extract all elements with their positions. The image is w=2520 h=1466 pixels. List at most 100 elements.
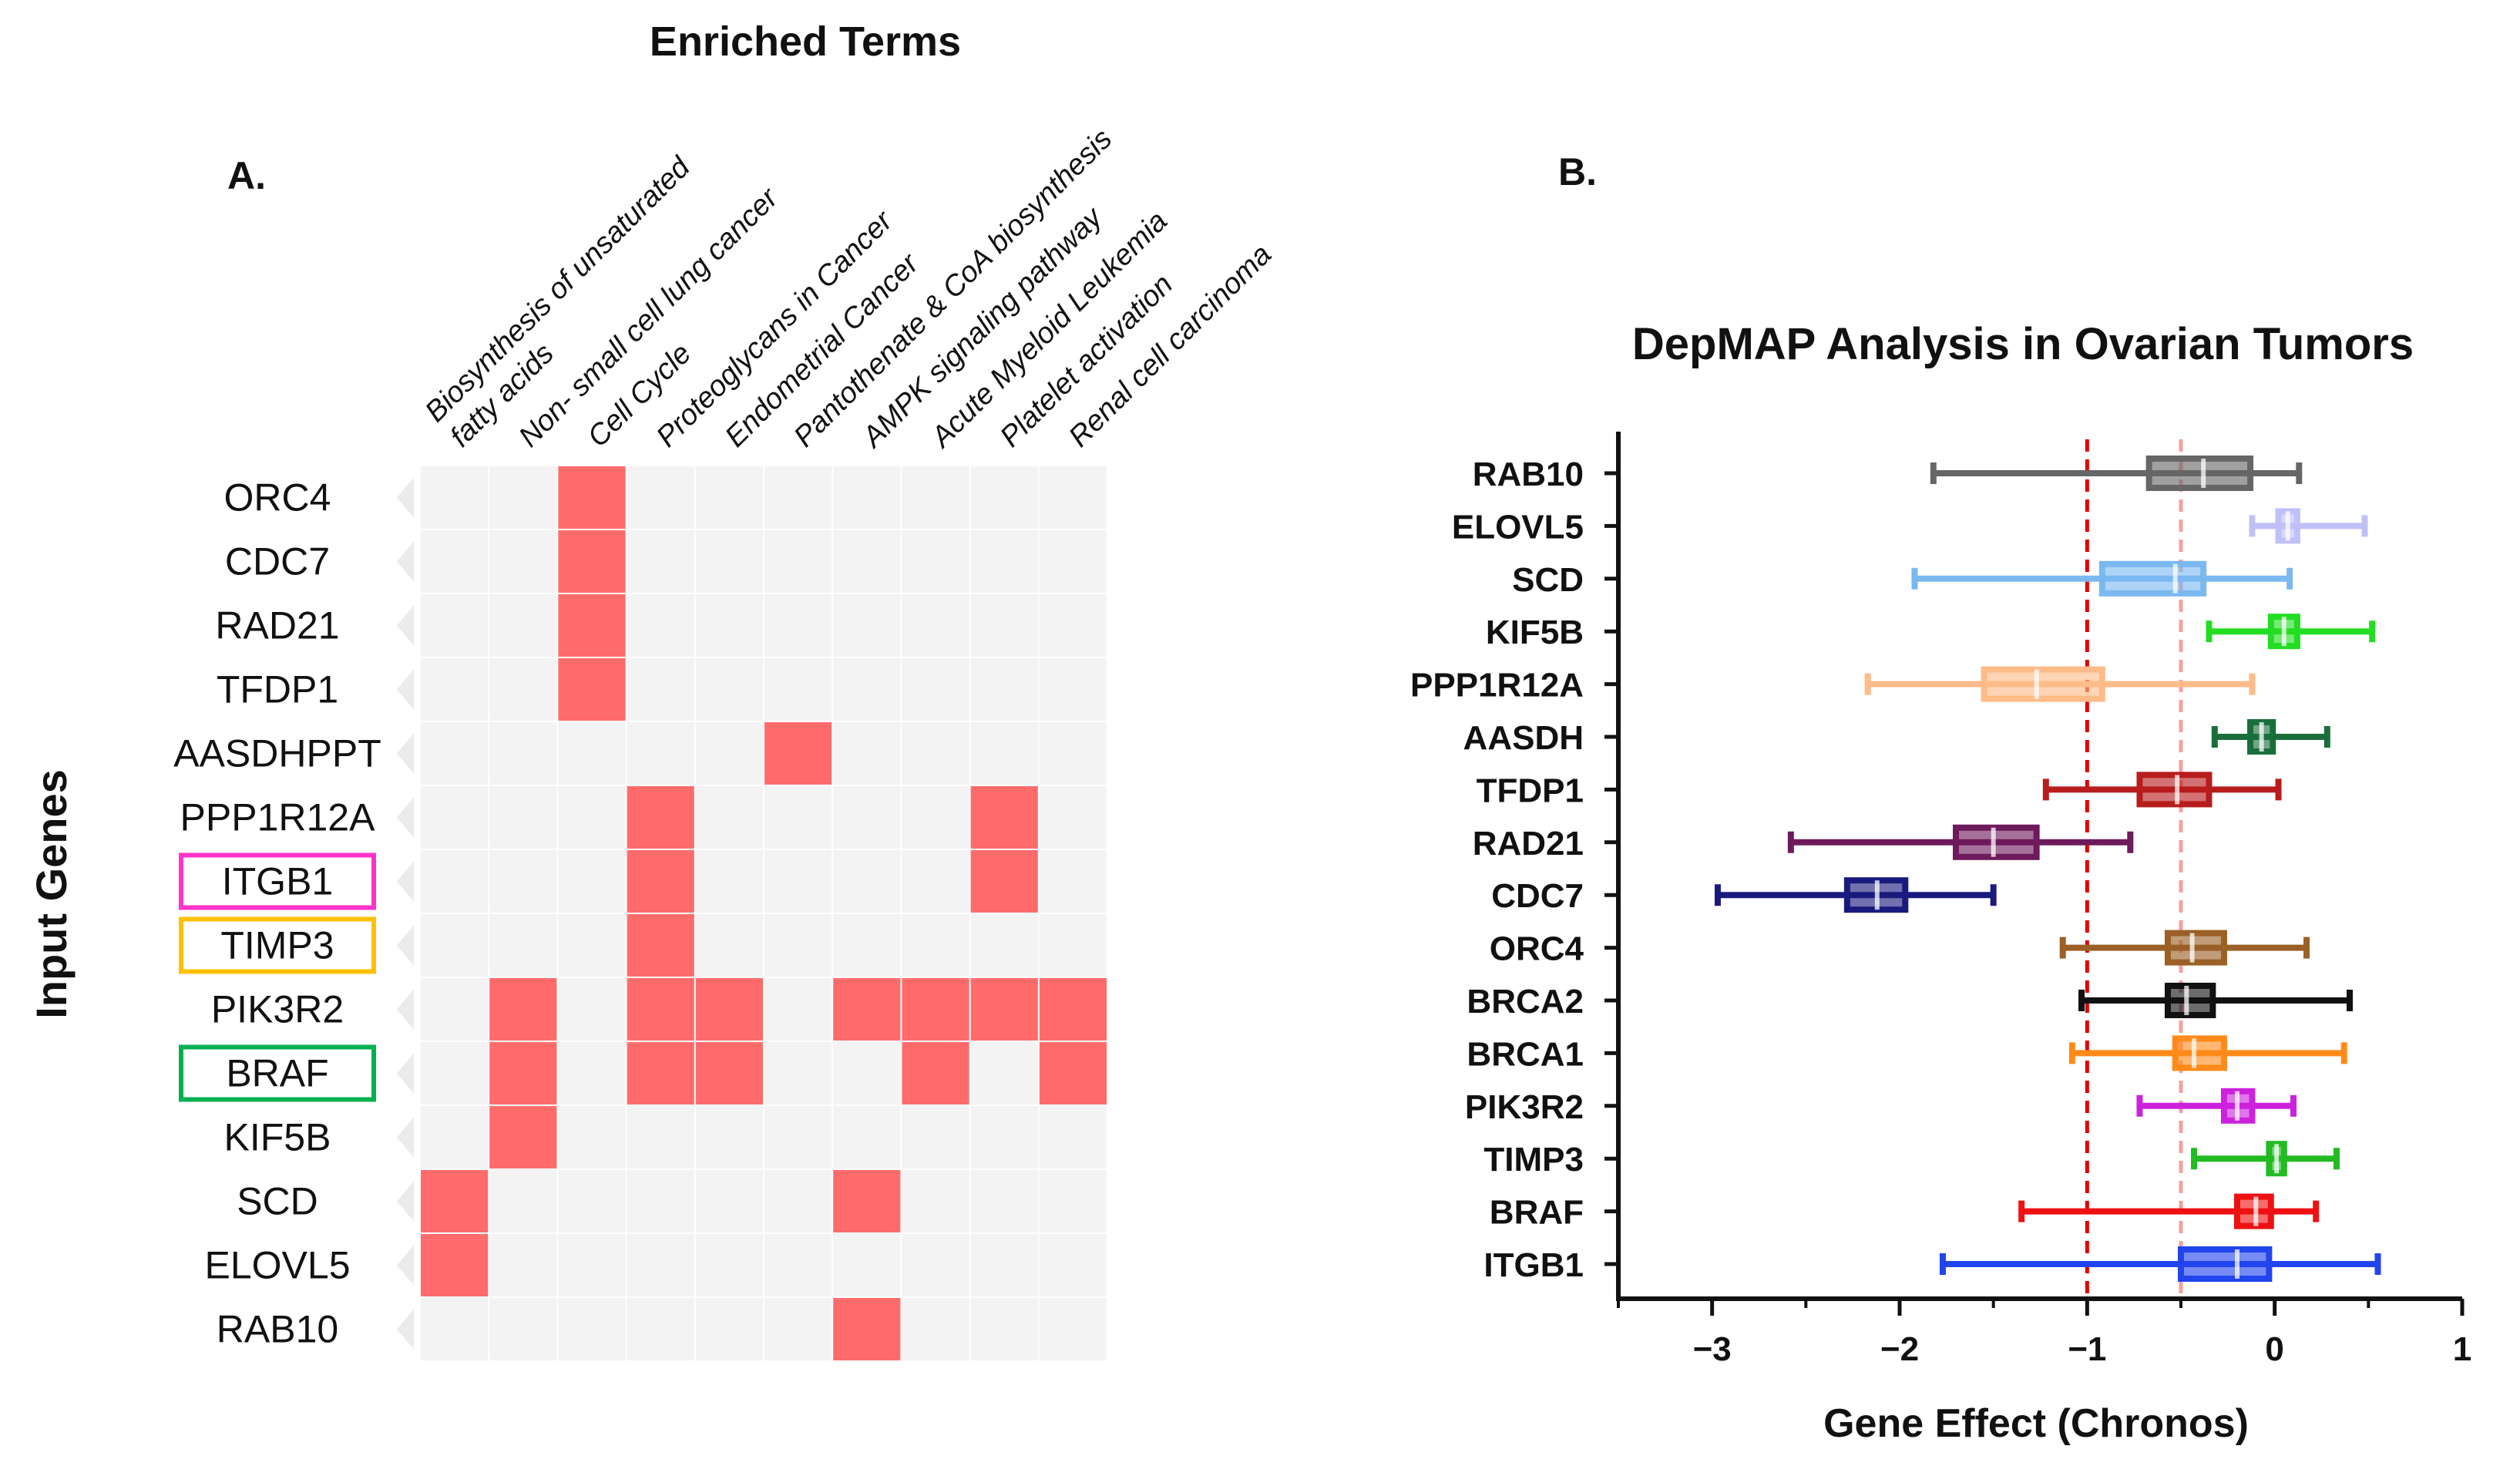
- row-pointer-icon: [397, 605, 414, 646]
- highlight-box: [179, 852, 376, 910]
- row-pointer-icon: [397, 1117, 414, 1158]
- gene-label: KIF5B: [1486, 614, 1584, 651]
- x-tick-label: −1: [2068, 1330, 2106, 1368]
- heatmap-cell: [489, 1106, 557, 1168]
- heatmap-row-label: TIMP3: [220, 924, 334, 967]
- box-iqr: [1981, 666, 2105, 702]
- heatmap-cell: [627, 850, 694, 913]
- gene-label: BRCA1: [1467, 1035, 1584, 1073]
- heatmap-column-labels: Biosynthesis of unsaturatedfatty acidsNo…: [419, 123, 1278, 454]
- heatmap-row-label: SCD: [237, 1180, 318, 1223]
- x-tick-label: 0: [2265, 1330, 2283, 1368]
- boxplot-gene-labels: RAB10 ELOVL5 SCD KIF5B PPP1R12A AASDH TFDP1 RAD…: [1410, 456, 1584, 1284]
- boxplot-x-axis-label: Gene Effect (Chronos): [1823, 1401, 2249, 1446]
- heatmap-row-label: PIK3R2: [211, 988, 344, 1031]
- gene-label: RAB10: [1473, 456, 1584, 493]
- x-tick-label: −2: [1880, 1330, 1919, 1368]
- row-pointer-icon: [397, 797, 414, 838]
- heatmap-cell: [833, 1298, 901, 1360]
- box-iqr: [2178, 1246, 2273, 1282]
- heatmap-row-label: ITGB1: [222, 860, 333, 903]
- heatmap-cell: [764, 722, 832, 785]
- highlight-box: [179, 1044, 376, 1102]
- gene-label: TIMP3: [1483, 1141, 1584, 1179]
- heatmap-cell: [833, 1170, 901, 1232]
- gene-label: ITGB1: [1483, 1246, 1584, 1284]
- heatmap-cell: [970, 786, 1038, 849]
- row-pointer-icon: [397, 989, 414, 1030]
- gene-label: PIK3R2: [1465, 1088, 1584, 1126]
- gene-label: ORC4: [1490, 930, 1584, 968]
- heatmap-cell: [902, 1042, 969, 1105]
- heatmap-cell: [489, 978, 557, 1041]
- boxplot-series: [1714, 456, 2381, 1282]
- boxplot-title: DepMAP Analysis in Ovarian Tumors: [1632, 319, 2414, 369]
- heatmap-cell: [489, 1042, 557, 1105]
- heatmap-row-label: KIF5B: [224, 1116, 331, 1159]
- row-pointer-icon: [397, 1309, 414, 1350]
- heatmap-cell: [970, 978, 1038, 1041]
- heatmap-row-label: RAD21: [215, 604, 339, 647]
- heatmap-row-labels: ORC4 CDC7 RAD21 TFDP1 AASDHPPT PPP1R12A ITGB1 T…: [173, 476, 414, 1351]
- row-pointer-icon: [397, 1053, 414, 1094]
- gene-label: BRAF: [1490, 1194, 1584, 1232]
- box-iqr: [1953, 824, 2040, 860]
- x-tick-label: 1: [2453, 1330, 2471, 1368]
- row-pointer-icon: [397, 669, 414, 710]
- gene-label: BRCA2: [1467, 983, 1584, 1020]
- heatmap-panel: Enriched Terms A. Input Genes ORC4 CDC7 RA…: [27, 18, 1278, 1362]
- row-pointer-icon: [397, 733, 414, 774]
- heatmap-cell: [627, 1042, 694, 1105]
- row-pointer-icon: [397, 1245, 414, 1286]
- gene-label: TFDP1: [1477, 772, 1584, 809]
- heatmap-cell: [558, 594, 626, 657]
- heatmap-cell: [627, 914, 694, 977]
- heatmap-cell: [558, 658, 626, 721]
- box-iqr: [2172, 1035, 2227, 1071]
- heatmap-cell: [627, 786, 694, 849]
- gene-label: ELOVL5: [1452, 508, 1584, 546]
- heatmap-cell: [558, 466, 626, 529]
- heatmap-cell: [902, 978, 969, 1041]
- row-pointer-icon: [397, 861, 414, 902]
- heatmap-cell: [627, 978, 694, 1041]
- box-iqr: [2136, 772, 2213, 808]
- heatmap-row-label: RAB10: [217, 1308, 338, 1351]
- heatmap-row-label: CDC7: [225, 540, 330, 583]
- gene-label: SCD: [1512, 561, 1584, 599]
- heatmap-cell: [695, 978, 763, 1041]
- gene-label: CDC7: [1491, 877, 1584, 915]
- heatmap-cell: [1039, 1042, 1107, 1105]
- box-iqr: [2164, 983, 2216, 1018]
- boxplot-panel: B. DepMAP Analysis in Ovarian Tumors Gen…: [1410, 150, 2471, 1446]
- row-pointer-icon: [397, 541, 414, 582]
- x-tick-label: −3: [1693, 1330, 1732, 1368]
- box-iqr: [2164, 930, 2227, 966]
- heatmap-cell: [1039, 978, 1107, 1041]
- heatmap-cell: [558, 530, 626, 593]
- box-iqr: [2145, 456, 2254, 491]
- gene-label: AASDH: [1463, 719, 1584, 757]
- heatmap-cell: [970, 850, 1038, 913]
- heatmap-row-label: ORC4: [224, 476, 331, 519]
- heatmap-row-label: BRAF: [226, 1052, 328, 1095]
- boxplot-panel-label: B.: [1558, 150, 1597, 193]
- row-pointer-icon: [397, 477, 414, 518]
- heatmap-title: Enriched Terms: [650, 18, 961, 65]
- gene-label: RAD21: [1473, 825, 1584, 862]
- box-iqr: [2098, 560, 2207, 597]
- row-pointer-icon: [397, 925, 414, 966]
- heatmap-background: [419, 465, 1108, 1362]
- heatmap-panel-label: A.: [227, 154, 266, 197]
- heatmap-cell: [833, 978, 901, 1041]
- boxplot-axes: −3 −2 −1 0 1: [1604, 432, 2471, 1368]
- heatmap-cell: [421, 1234, 489, 1296]
- gene-label: PPP1R12A: [1410, 667, 1584, 704]
- heatmap-cell: [695, 1042, 763, 1105]
- heatmap-row-label: AASDHPPT: [173, 732, 381, 775]
- heatmap-row-label: TFDP1: [217, 668, 338, 711]
- row-pointer-icon: [397, 1181, 414, 1222]
- highlight-box: [179, 916, 376, 974]
- heatmap-row-label: PPP1R12A: [180, 796, 376, 839]
